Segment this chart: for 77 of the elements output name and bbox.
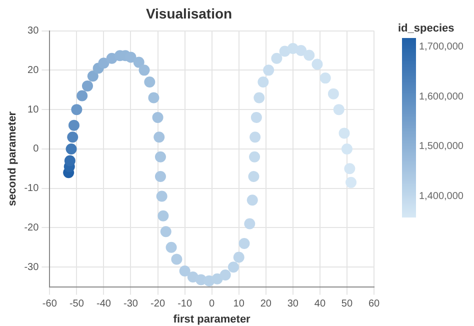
point — [68, 120, 80, 131]
point — [320, 72, 331, 84]
point — [144, 76, 156, 88]
point — [304, 50, 315, 61]
point — [179, 266, 190, 277]
point — [66, 143, 77, 154]
chart-title: Visualisation — [146, 5, 232, 22]
x-tick-label: 10 — [233, 298, 245, 310]
x-axis-title: first parameter — [173, 313, 252, 326]
x-tick-label: 30 — [287, 298, 299, 310]
point — [248, 171, 260, 182]
color-bar-label: 1,400,000 — [419, 190, 464, 202]
point — [296, 44, 307, 56]
point — [82, 80, 93, 92]
point — [87, 70, 98, 82]
x-tick-label: 0 — [209, 298, 216, 310]
point — [133, 56, 144, 68]
point — [156, 190, 168, 202]
point — [271, 52, 282, 64]
y-tick-label: 30 — [28, 26, 40, 37]
point — [212, 273, 223, 284]
point — [160, 226, 172, 238]
y-tick-label: 10 — [28, 104, 40, 116]
point — [328, 88, 339, 100]
x-tick-label: 50 — [341, 298, 353, 310]
point — [71, 104, 82, 116]
point — [250, 132, 261, 143]
point — [244, 218, 256, 230]
point — [171, 254, 182, 265]
point — [158, 210, 169, 222]
point — [233, 252, 244, 263]
color-bar-label: 1,600,000 — [419, 91, 464, 102]
x-tick-label: -50 — [69, 298, 84, 310]
point — [76, 90, 88, 102]
point — [263, 64, 274, 76]
point — [154, 151, 166, 162]
y-tick-label: -30 — [24, 262, 40, 273]
point — [258, 76, 269, 88]
point — [246, 194, 258, 206]
point — [341, 143, 352, 154]
point — [250, 112, 262, 123]
x-tick-label: 40 — [314, 298, 326, 310]
y-tick-label: -20 — [24, 222, 40, 234]
point — [67, 132, 78, 143]
y-tick-label: 0 — [33, 144, 40, 155]
color-bar-label: 1,500,000 — [419, 141, 464, 152]
point — [346, 176, 357, 188]
y-tick-label: 20 — [28, 64, 40, 76]
point — [154, 171, 166, 182]
point — [344, 163, 356, 174]
point — [333, 104, 344, 116]
point — [249, 151, 260, 162]
point — [152, 112, 164, 123]
color-bar-title: id_species — [398, 22, 454, 35]
x-tick-label: -60 — [42, 298, 58, 310]
x-tick-label: -40 — [96, 298, 112, 310]
point — [148, 92, 160, 104]
point — [338, 128, 350, 139]
point — [154, 132, 165, 143]
point — [166, 242, 177, 253]
x-tick-label: -20 — [150, 298, 166, 310]
point — [138, 64, 150, 76]
point — [254, 92, 265, 104]
point — [220, 269, 231, 280]
y-tick-label: -10 — [24, 183, 40, 194]
point — [125, 52, 136, 63]
color-bar-label: 1,700,000 — [419, 42, 464, 53]
point — [98, 58, 110, 69]
y-axis-title: second parameter — [6, 110, 19, 206]
x-tick-label: -30 — [124, 298, 138, 310]
point — [228, 262, 239, 273]
point — [64, 155, 76, 166]
x-tick-label: 20 — [260, 298, 272, 310]
x-tick-label: -10 — [178, 298, 192, 310]
point — [312, 58, 323, 70]
point — [238, 238, 250, 249]
x-tick-label: 60 — [368, 298, 380, 310]
